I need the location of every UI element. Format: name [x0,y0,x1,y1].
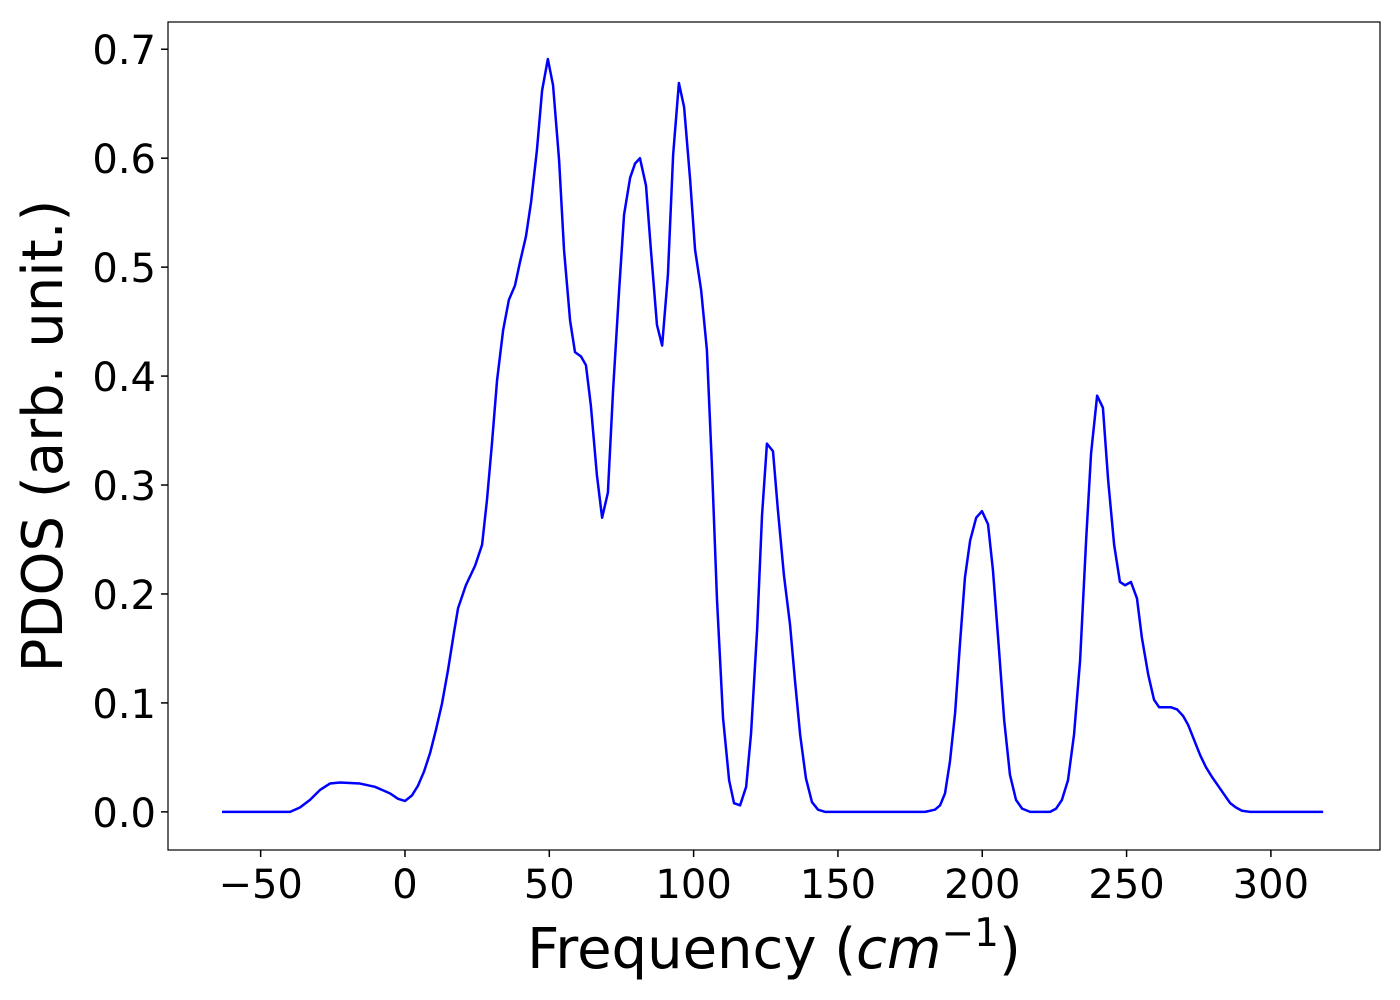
y-axis-label: PDOS (arb. unit.) [11,200,76,673]
x-tick-label: 300 [1233,862,1309,908]
x-tick-label: 200 [944,862,1020,908]
x-label-math: cm [856,917,941,982]
y-tick-label: 0.0 [92,791,156,837]
y-tick-label: 0.2 [92,573,156,619]
x-label-sup: −1 [941,911,999,956]
y-tick-label: 0.5 [92,246,156,292]
y-tick-label: 0.6 [92,137,156,183]
x-tick-label: 0 [392,862,417,908]
x-tick-label: 50 [524,862,575,908]
y-tick-label: 0.4 [92,355,156,401]
x-label-text: Frequency ( [527,917,856,982]
data-line [221,57,1324,814]
y-tick-label: 0.3 [92,464,156,510]
x-tick-label: 150 [800,862,876,908]
x-label-close: ) [999,917,1021,982]
x-tick-label: 250 [1088,862,1164,908]
x-tick-label: 100 [655,862,731,908]
y-tick-label: 0.7 [92,28,156,74]
x-axis-label: Frequency (cm−1) [527,911,1021,982]
x-tick-label: −50 [218,862,302,908]
y-tick-label: 0.1 [92,682,156,728]
plot-frame [167,21,1381,851]
